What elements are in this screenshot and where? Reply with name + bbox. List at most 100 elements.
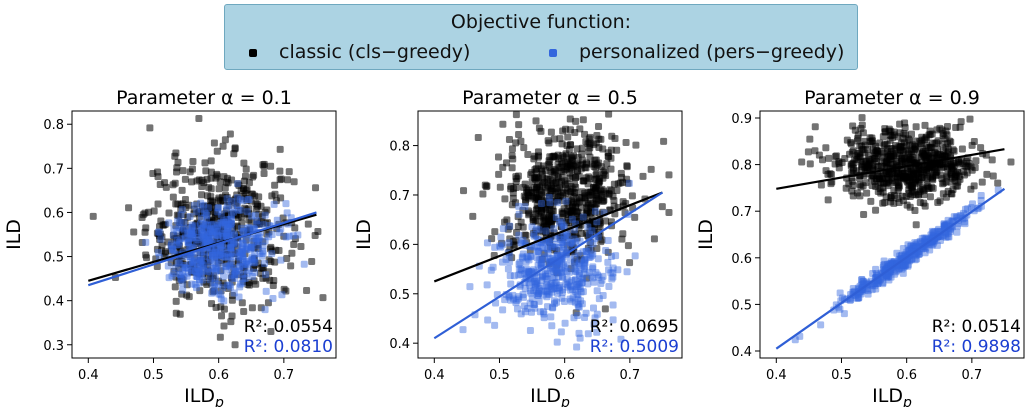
point-personalized — [521, 203, 529, 211]
point-personalized — [518, 240, 526, 248]
point-personalized — [879, 263, 887, 271]
point-personalized — [535, 226, 543, 234]
point-personalized — [580, 270, 588, 278]
plot-frame — [759, 110, 1025, 359]
point-personalized — [242, 235, 250, 243]
point-personalized — [944, 229, 952, 237]
point-personalized — [568, 277, 576, 285]
point-classic — [1007, 158, 1015, 166]
point-classic — [887, 144, 895, 152]
point-personalized — [227, 240, 235, 248]
point-classic — [202, 167, 210, 175]
point-personalized — [250, 269, 258, 277]
point-personalized — [901, 262, 909, 270]
point-classic — [593, 244, 601, 252]
x-tick-label: 0.4 — [766, 368, 787, 383]
point-classic — [167, 241, 175, 249]
point-personalized — [193, 284, 201, 292]
point-classic — [257, 202, 265, 210]
point-personalized — [947, 227, 955, 235]
point-classic — [167, 259, 175, 267]
point-classic — [508, 201, 516, 209]
point-classic — [849, 164, 857, 172]
point-classic — [287, 262, 295, 270]
point-personalized — [896, 264, 904, 272]
point-classic — [932, 169, 940, 177]
point-personalized — [239, 250, 247, 258]
point-personalized — [531, 283, 539, 291]
point-personalized — [209, 249, 217, 257]
point-personalized — [517, 310, 525, 318]
point-personalized — [174, 259, 182, 267]
point-personalized — [545, 290, 553, 298]
point-personalized — [594, 255, 602, 263]
point-personalized — [521, 308, 529, 316]
point-personalized — [206, 235, 214, 243]
point-personalized — [228, 219, 236, 227]
point-personalized — [239, 275, 247, 283]
plot-frame — [417, 110, 683, 359]
point-classic — [624, 242, 632, 250]
point-personalized — [552, 267, 560, 275]
plot-markers-2 — [459, 111, 673, 351]
point-personalized — [253, 220, 261, 228]
point-personalized — [234, 180, 242, 188]
point-classic — [561, 177, 569, 185]
point-personalized — [244, 196, 252, 204]
point-classic — [572, 117, 580, 125]
point-classic — [548, 184, 556, 192]
point-personalized — [216, 251, 224, 259]
point-personalized — [219, 252, 227, 260]
point-personalized — [899, 261, 907, 269]
point-personalized — [904, 247, 912, 255]
point-classic — [242, 165, 250, 173]
point-personalized — [201, 221, 209, 229]
x-tick-label: 0.6 — [896, 368, 917, 383]
point-personalized — [517, 239, 525, 247]
point-classic — [89, 212, 97, 220]
point-classic — [586, 133, 594, 141]
point-personalized — [553, 298, 561, 306]
point-personalized — [217, 295, 225, 303]
point-classic — [509, 194, 517, 202]
point-personalized — [534, 290, 542, 298]
point-personalized — [569, 239, 577, 247]
point-personalized — [214, 208, 222, 216]
point-classic — [247, 218, 255, 226]
point-personalized — [228, 265, 236, 273]
point-personalized — [556, 235, 564, 243]
point-personalized — [583, 251, 591, 259]
point-personalized — [563, 281, 571, 289]
point-personalized — [594, 271, 602, 279]
point-personalized — [230, 238, 238, 246]
point-personalized — [223, 195, 231, 203]
point-personalized — [558, 288, 566, 296]
point-personalized — [262, 287, 270, 295]
point-classic — [181, 219, 189, 227]
point-classic — [885, 175, 893, 183]
point-classic — [200, 278, 208, 286]
point-classic — [230, 250, 238, 258]
point-personalized — [206, 258, 214, 266]
point-classic — [647, 165, 655, 173]
point-personalized — [168, 272, 176, 280]
point-personalized — [219, 229, 227, 237]
point-personalized — [537, 243, 545, 251]
point-personalized — [964, 205, 972, 213]
point-personalized — [533, 277, 541, 285]
point-classic — [547, 128, 555, 136]
point-personalized — [259, 242, 267, 250]
point-personalized — [921, 249, 929, 257]
point-personalized — [277, 225, 285, 233]
point-personalized — [887, 259, 895, 267]
point-personalized — [194, 234, 202, 242]
point-classic — [291, 235, 299, 243]
point-personalized — [570, 235, 578, 243]
point-classic — [270, 277, 278, 285]
point-personalized — [571, 287, 579, 295]
point-personalized — [853, 294, 861, 302]
point-personalized — [573, 268, 581, 276]
point-personalized — [203, 216, 211, 224]
point-personalized — [200, 201, 208, 209]
point-personalized — [248, 253, 256, 261]
